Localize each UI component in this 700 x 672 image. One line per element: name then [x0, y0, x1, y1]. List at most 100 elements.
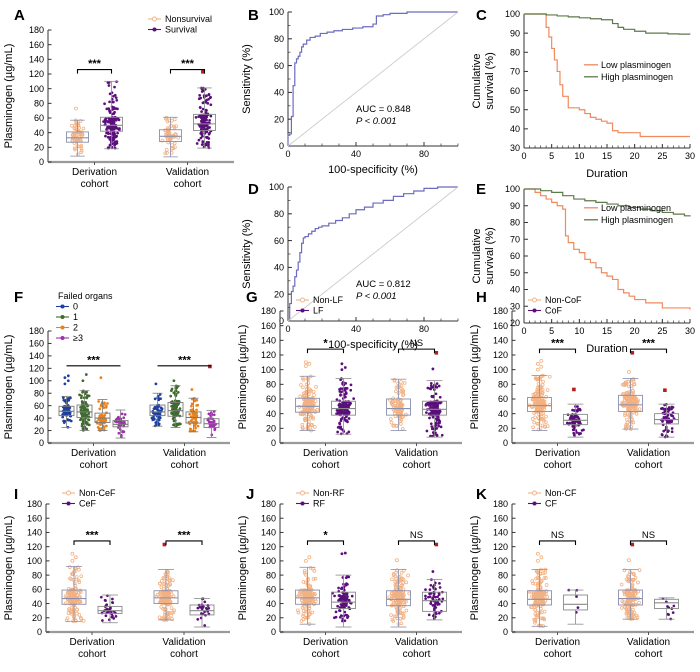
- svg-text:Plasminogen (µg/mL): Plasminogen (µg/mL): [469, 325, 481, 430]
- data-point: [347, 430, 351, 434]
- category-label: cohort: [312, 649, 340, 660]
- data-point: [63, 601, 68, 606]
- data-point: [535, 407, 540, 412]
- data-point: [530, 417, 535, 421]
- legend-label: RF: [313, 499, 325, 509]
- data-point: [438, 582, 441, 585]
- data-point: [157, 398, 161, 402]
- data-point: [622, 600, 626, 605]
- data-point: [304, 382, 309, 387]
- data-point: [531, 425, 535, 430]
- outlier-point: [73, 555, 78, 560]
- significance-bracket: ***: [66, 354, 121, 367]
- data-point: [196, 606, 200, 610]
- data-point: [670, 427, 674, 430]
- data-point: [430, 425, 434, 428]
- data-point: [627, 384, 631, 389]
- x-axis-label: Duration: [586, 168, 628, 180]
- data-point: [349, 401, 352, 405]
- data-point: [104, 117, 108, 120]
- category-label: cohort: [80, 460, 108, 471]
- panel-I-chart: 0 20 40 60 80 100 120 140 160 180 Plasminogen (µg/…: [3, 488, 230, 660]
- svg-text:Plasminogen (µg/mL): Plasminogen (µg/mL): [3, 44, 15, 149]
- outlier-point: [172, 379, 176, 383]
- p-value-annotation: P < 0.001: [356, 116, 397, 127]
- svg-text:160: 160: [29, 339, 44, 349]
- data-point: [71, 578, 76, 582]
- svg-text:180: 180: [493, 306, 508, 316]
- data-point: [541, 616, 546, 621]
- data-point: [198, 106, 202, 109]
- data-point: [172, 608, 176, 613]
- x-tick-label: 0: [285, 324, 290, 334]
- data-point: [400, 427, 405, 431]
- data-point: [631, 390, 636, 395]
- data-point: [544, 576, 548, 580]
- svg-text:140: 140: [29, 351, 44, 361]
- data-point: [339, 409, 343, 413]
- data-point: [625, 424, 630, 428]
- data-point: [203, 624, 207, 627]
- panel-G-chart: 0 20 40 60 80 100 120 140 160 180 Plasminogen (µg/…: [237, 295, 462, 471]
- data-point: [62, 398, 66, 402]
- data-point: [344, 602, 347, 606]
- data-point: [634, 396, 638, 401]
- data-point: [666, 410, 670, 413]
- data-point: [74, 139, 79, 144]
- data-point: [108, 111, 112, 114]
- data-point: [79, 574, 84, 579]
- category-label: Derivation: [72, 167, 117, 178]
- svg-text:Plasminogen (µg/mL): Plasminogen (µg/mL): [237, 325, 249, 430]
- data-point: [113, 85, 116, 89]
- panel-label-A: A: [14, 7, 25, 24]
- data-point: [204, 108, 208, 112]
- data-point: [428, 588, 432, 591]
- data-point: [205, 136, 209, 140]
- data-point: [398, 386, 403, 390]
- data-point: [544, 583, 549, 587]
- data-point: [576, 407, 580, 411]
- data-point: [79, 408, 83, 412]
- data-point: [111, 601, 115, 605]
- data-point: [570, 421, 574, 425]
- data-point: [81, 390, 84, 394]
- y-tick-label: 20: [510, 318, 520, 328]
- data-point: [172, 141, 177, 146]
- data-point: [637, 407, 642, 412]
- outlier-point: [626, 369, 631, 374]
- data-point: [578, 422, 582, 425]
- outlier-point: [208, 364, 212, 369]
- data-point: [343, 619, 347, 623]
- data-point: [339, 614, 343, 617]
- svg-text:40: 40: [32, 599, 42, 609]
- data-point: [431, 412, 435, 416]
- data-point: [77, 580, 82, 584]
- data-point: [78, 132, 82, 137]
- outlier-point: [340, 362, 344, 366]
- data-point: [106, 402, 109, 405]
- data-point: [194, 116, 198, 119]
- y-tick-label: 90: [510, 28, 520, 38]
- data-point: [438, 395, 442, 399]
- data-point: [200, 612, 203, 615]
- data-point: [306, 409, 311, 414]
- data-point: [401, 390, 405, 395]
- data-point: [193, 412, 197, 415]
- data-point: [112, 138, 115, 141]
- data-point: [628, 398, 633, 403]
- data-point: [310, 423, 315, 427]
- data-point: [388, 398, 392, 402]
- data-point: [158, 591, 162, 596]
- outlier-point: [190, 388, 194, 391]
- data-point: [636, 580, 640, 585]
- data-point: [341, 602, 345, 605]
- panel-label-E: E: [476, 181, 487, 198]
- legend: Low plasminogen High plasminogen: [584, 60, 673, 82]
- data-point: [108, 109, 111, 112]
- data-point: [96, 425, 100, 429]
- data-point: [108, 100, 111, 104]
- x-tick-label: 80: [419, 149, 429, 159]
- y-tick-label: 60: [510, 86, 520, 96]
- category-label: Derivation: [69, 637, 114, 648]
- data-point: [80, 424, 84, 428]
